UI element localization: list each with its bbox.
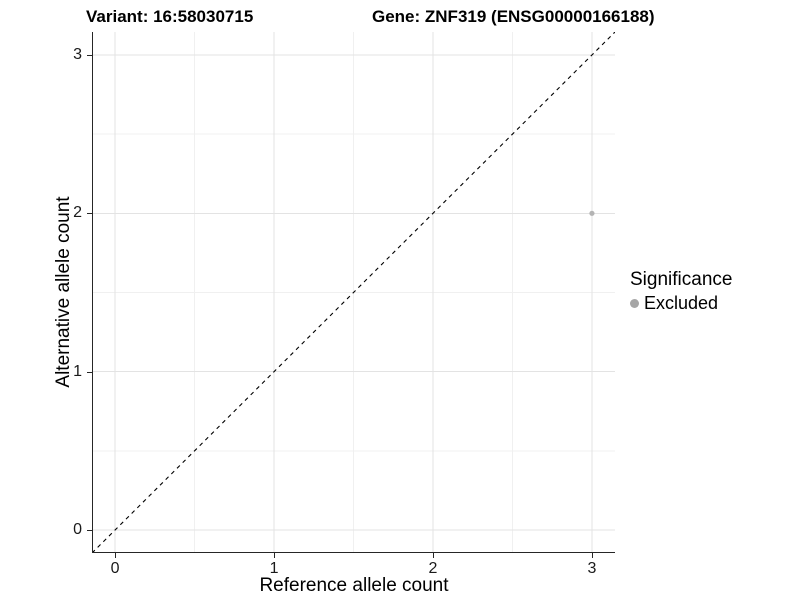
y-axis-tick <box>87 530 92 532</box>
y-axis-tick-label: 3 <box>73 45 82 63</box>
y-axis-tick <box>87 371 92 373</box>
x-axis-tick <box>591 553 593 558</box>
x-axis-title: Reference allele count <box>259 575 449 596</box>
y-axis-tick <box>87 213 92 215</box>
y-axis-tick-label: 1 <box>73 362 82 380</box>
legend-item-label: Excluded <box>644 293 719 313</box>
x-axis-tick-label: 1 <box>269 560 279 577</box>
legend-marker-circle-icon <box>630 298 639 308</box>
x-axis-tick <box>274 553 276 558</box>
legend: Significance Excluded <box>630 269 732 313</box>
x-axis-tick <box>432 553 434 558</box>
y-axis-tick-label: 2 <box>73 204 82 222</box>
x-axis-tick-label: 3 <box>587 560 597 577</box>
x-axis-tick-label: 2 <box>428 560 438 577</box>
x-axis-tick <box>115 553 117 558</box>
legend-title: Significance <box>630 269 733 290</box>
data-point-excluded <box>589 210 595 216</box>
y-axis-tick-label: 0 <box>73 521 82 539</box>
plot-panel <box>92 32 615 553</box>
plot-title-gene: Gene: ZNF319 (ENSG00000166188) <box>372 7 655 26</box>
plot-canvas <box>92 32 615 553</box>
plot-title-variant: Variant: 16:58030715 <box>86 7 254 26</box>
x-axis-tick-label: 0 <box>110 560 120 577</box>
y-axis-tick <box>87 54 92 56</box>
legend-item-excluded: Excluded <box>630 293 732 313</box>
y-axis-title: Alternative allele count <box>53 196 74 388</box>
identity-dashed-line <box>92 32 615 553</box>
